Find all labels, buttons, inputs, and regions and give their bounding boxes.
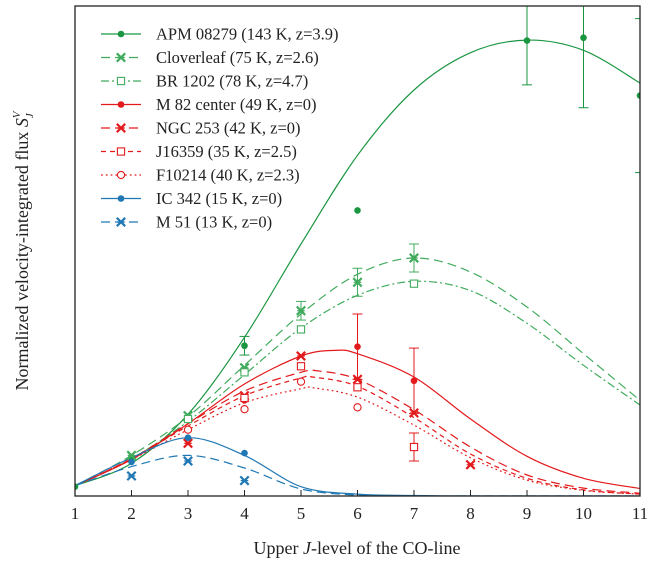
legend-label: M 51 (13 K, z=0): [156, 213, 272, 232]
x-tick-label: 7: [410, 504, 419, 523]
legend-entry-8: M 51 (13 K, z=0): [101, 213, 272, 232]
series-2-point: [183, 414, 193, 424]
series-7-point: [128, 458, 135, 466]
legend-label: APM 08279 (143 K, z=3.9): [156, 25, 339, 44]
series-4-curve: [75, 369, 640, 494]
series-1-point: [296, 305, 306, 316]
legend-marker: [116, 217, 126, 227]
x-tick-label: 5: [297, 504, 306, 523]
legend-label: Cloverleaf (75 K, z=2.6): [156, 48, 319, 67]
series-6-curve: [75, 386, 640, 495]
series-3-point: [410, 377, 418, 385]
series-5-point: [353, 383, 362, 392]
legend-marker: [117, 195, 125, 202]
x-axis-label: Upper J-level of the CO-line: [254, 538, 461, 558]
legend-entry-3: M 82 center (49 K, z=0): [101, 95, 317, 114]
series-4-point: [409, 407, 419, 418]
series-3-point: [354, 343, 361, 350]
series-0-curve: [75, 39, 640, 487]
x-tick-label: 6: [353, 504, 362, 523]
data-markers: [75, 34, 640, 490]
y-axis-label: Normalized velocity-integrated flux SJV: [11, 110, 36, 390]
legend-marker: [117, 101, 125, 108]
series-5-point: [296, 362, 306, 371]
series-5-curve: [75, 375, 640, 495]
series-1-point: [409, 253, 419, 263]
series-0-point: [636, 92, 640, 99]
series-2-point: [409, 279, 419, 288]
x-axis-ticks: 1 2 3 4 5 6 7 8 9 10 11: [71, 490, 648, 523]
legend-marker: [116, 76, 126, 86]
x-tick-label: 2: [127, 504, 136, 523]
series-1-point: [126, 450, 137, 461]
legend-entry-2: BR 1202 (78 K, z=4.7): [101, 72, 308, 91]
series-8-point: [239, 475, 250, 486]
legend-entry-6: F10214 (40 K, z=2.3): [101, 166, 300, 185]
series-1-point: [352, 277, 363, 288]
series-0-point: [354, 207, 361, 214]
series-0-point: [241, 342, 248, 350]
legend-label: F10214 (40 K, z=2.3): [156, 166, 300, 185]
legend-marker: [116, 147, 126, 156]
series-0-point: [523, 37, 531, 44]
series-5-point: [240, 393, 249, 403]
series-8-curve: [75, 454, 640, 496]
series-6-point: [353, 403, 362, 412]
legend-entry-7: IC 342 (15 K, z=0): [101, 189, 282, 208]
series-0-error-bar: [578, 6, 589, 109]
error-bars: [239, 6, 640, 462]
x-tick-label: 10: [575, 504, 592, 523]
series-5-point: [409, 442, 419, 452]
legend-marker: [116, 123, 126, 133]
series-8-point: [126, 470, 137, 481]
x-tick-label: 8: [466, 504, 475, 523]
series-4-point: [296, 351, 306, 361]
x-tick-label: 11: [632, 504, 648, 523]
legend-label: M 82 center (49 K, z=0): [156, 95, 317, 114]
x-tick-label: 9: [523, 504, 532, 523]
legend-label: IC 342 (15 K, z=0): [156, 189, 282, 208]
series-4-point: [352, 374, 363, 385]
legend-marker: [116, 170, 126, 180]
legend-entry-1: Cloverleaf (75 K, z=2.6): [101, 48, 319, 67]
series-2-point: [240, 368, 249, 377]
series-8-point: [183, 456, 193, 466]
series-0-point: [75, 483, 79, 490]
series-7-point: [241, 449, 248, 457]
series-6-point: [240, 405, 249, 414]
legend-label: J16359 (35 K, z=2.5): [156, 142, 297, 161]
series-0-error-bar: [635, 18, 640, 174]
x-tick-label: 3: [184, 504, 193, 523]
series-2-point: [296, 325, 306, 334]
x-tick-label: 4: [240, 504, 249, 523]
series-6-point: [296, 377, 306, 386]
series-4-point: [465, 459, 476, 470]
legend-label: NGC 253 (42 K, z=0): [156, 119, 301, 138]
series-4-point: [183, 438, 193, 449]
legend-marker: [116, 52, 126, 63]
series-0-point: [580, 34, 587, 42]
legend-entry-4: NGC 253 (42 K, z=0): [101, 119, 301, 138]
legend-marker: [117, 30, 125, 38]
legend-entry-0: APM 08279 (143 K, z=3.9): [101, 25, 339, 44]
legend: APM 08279 (143 K, z=3.9) Cloverleaf (75 K…: [101, 25, 339, 232]
legend-label: BR 1202 (78 K, z=4.7): [156, 72, 308, 91]
x-tick-label: 1: [71, 504, 80, 523]
legend-entry-5: J16359 (35 K, z=2.5): [101, 142, 297, 161]
series-6-point: [183, 425, 193, 434]
series-7-curve: [75, 437, 640, 496]
series-7-point: [184, 434, 192, 441]
series-3-curve: [75, 349, 640, 490]
